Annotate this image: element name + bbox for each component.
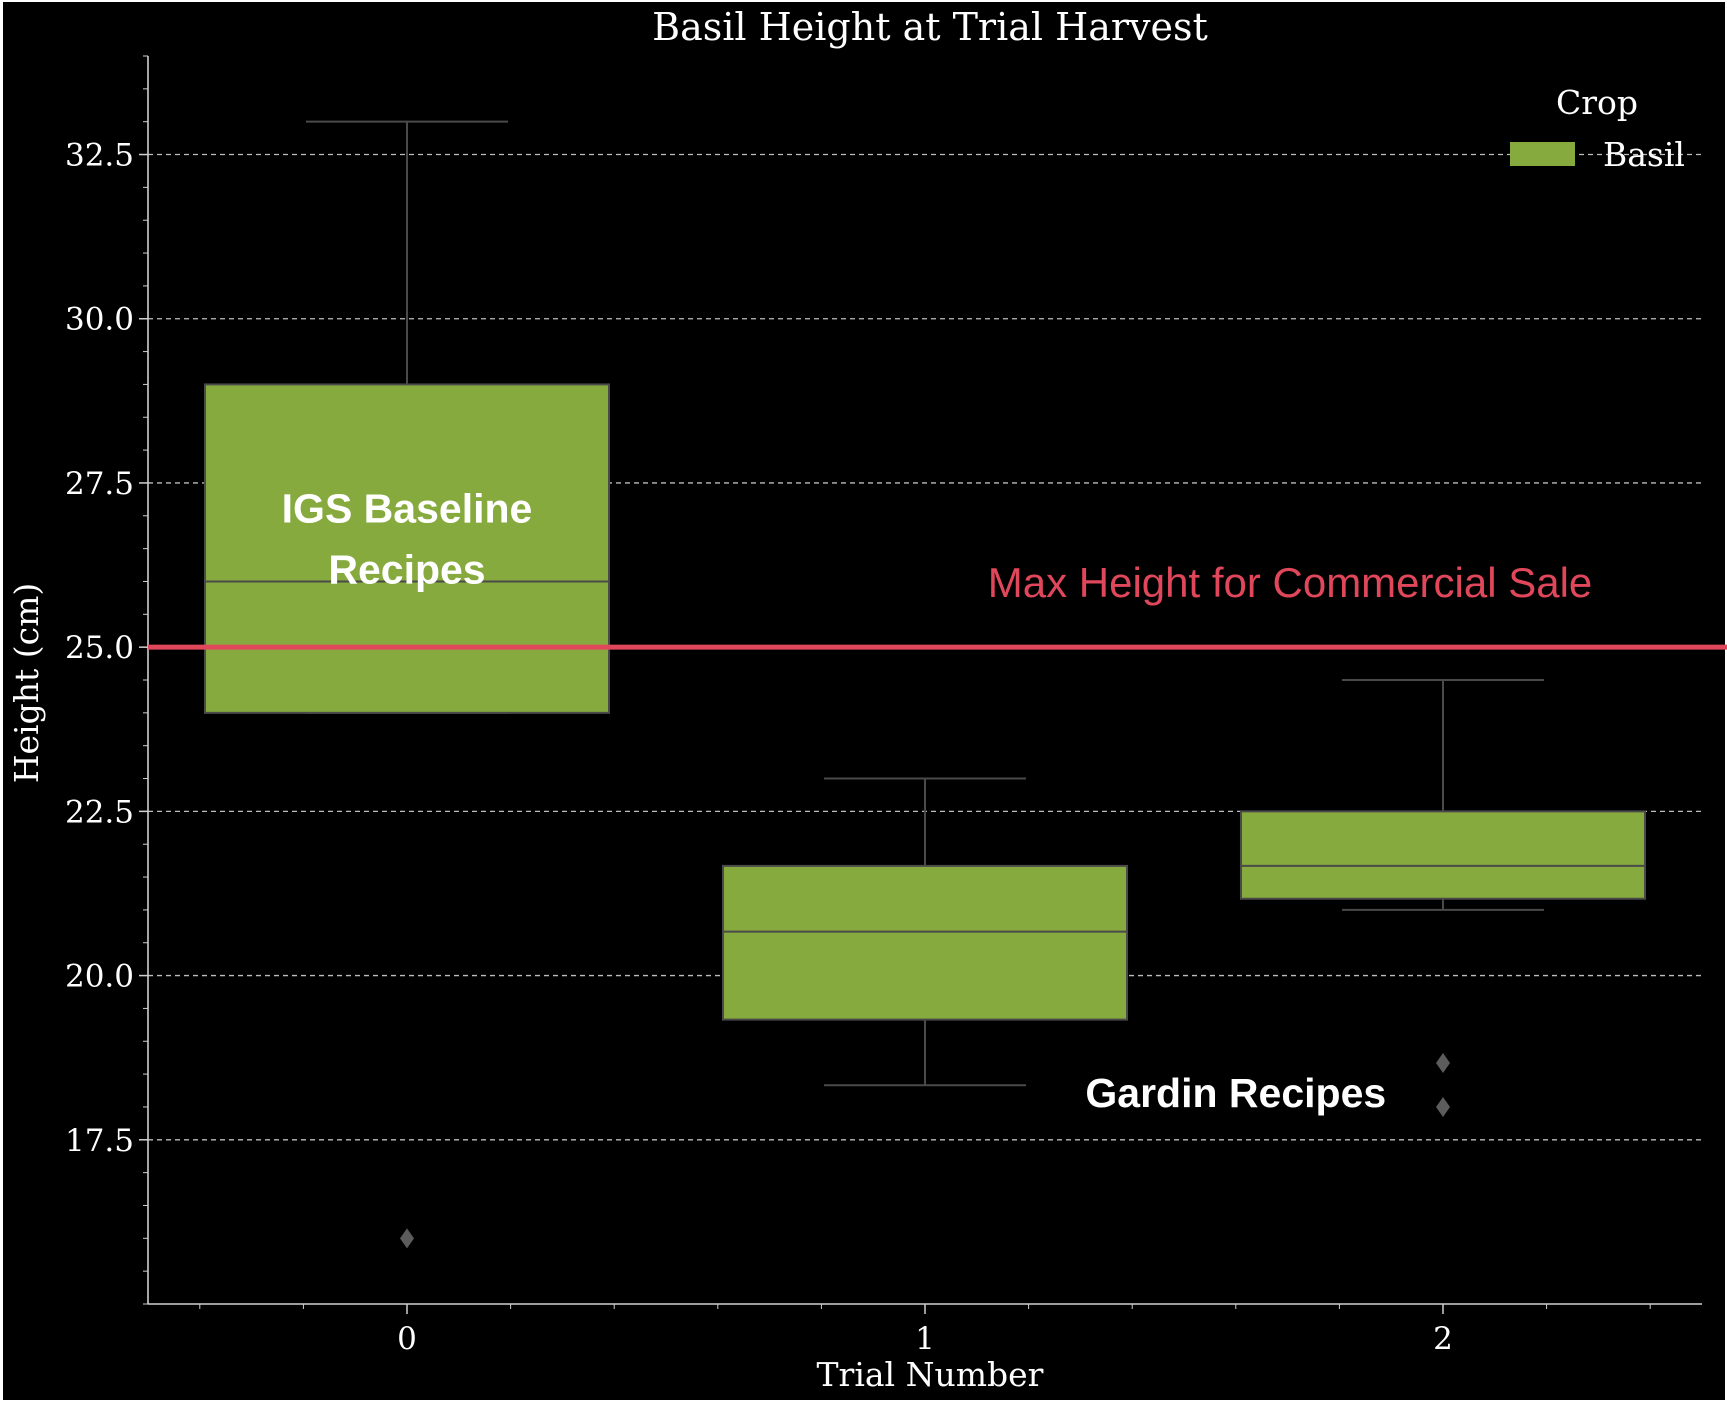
legend: Crop Basil	[1510, 83, 1685, 174]
outlier-marker	[1436, 1096, 1450, 1117]
boxes	[203, 120, 1647, 1087]
annotation: IGS Baseline Recipes	[282, 485, 533, 592]
annotation-text: IGS Baseline	[282, 485, 533, 531]
y-tick-label: 20.0	[65, 959, 134, 995]
axes: 17.5 20.0 22.5 25.0 27.5 30.0 32.5 0 1 2	[65, 55, 1702, 1357]
outliers	[400, 1052, 1450, 1249]
box-2	[1239, 810, 1647, 900]
annotations: IGS Baseline Recipes Gardin Recipes	[282, 485, 1387, 1116]
annotation: Gardin Recipes	[1085, 1070, 1386, 1116]
outlier-marker	[1436, 1052, 1450, 1073]
box-0	[203, 383, 611, 714]
y-tick-label: 27.5	[65, 466, 134, 502]
reference-line-group: Max Height for Commercial Sale	[148, 559, 1727, 650]
y-tick-label: 22.5	[65, 794, 134, 830]
y-tick-label: 25.0	[65, 630, 134, 666]
x-axis-label: Trial Number	[817, 1355, 1044, 1394]
box-1	[721, 864, 1129, 1021]
legend-title: Crop	[1556, 83, 1638, 122]
legend-swatch	[1510, 142, 1575, 166]
y-tick-label: 30.0	[65, 302, 134, 338]
y-tick-label: 32.5	[65, 138, 134, 174]
y-axis-label: Height (cm)	[7, 583, 46, 784]
x-tick-label: 0	[397, 1321, 417, 1357]
chart-title: Basil Height at Trial Harvest	[652, 5, 1208, 49]
x-tick-label: 1	[915, 1321, 935, 1357]
outlier-marker	[400, 1228, 414, 1249]
annotation-text: Recipes	[328, 546, 485, 592]
legend-label: Basil	[1603, 135, 1685, 174]
x-tick-label: 2	[1433, 1321, 1453, 1357]
reference-line-label: Max Height for Commercial Sale	[988, 559, 1593, 606]
y-tick-label: 17.5	[65, 1123, 134, 1159]
annotation-text: Gardin Recipes	[1085, 1070, 1386, 1116]
